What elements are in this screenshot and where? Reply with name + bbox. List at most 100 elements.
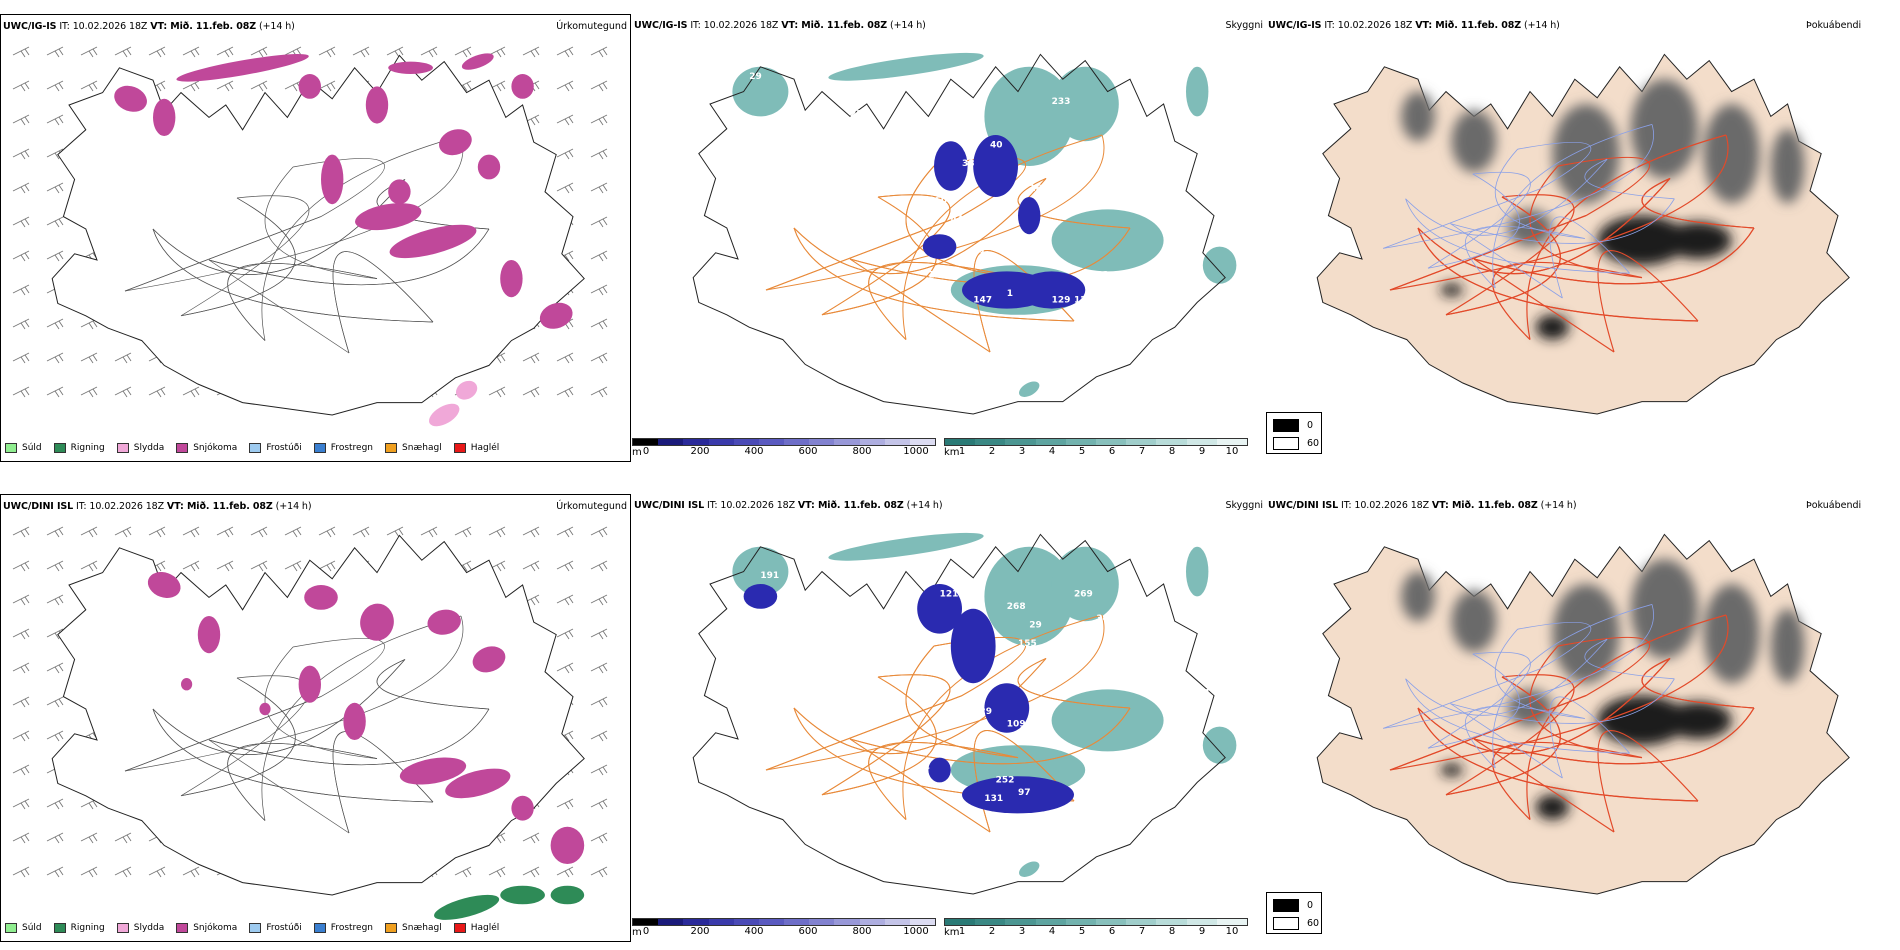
legend-swatch xyxy=(453,443,466,453)
visibility-value-label: 25 xyxy=(906,153,919,163)
colorbar-segment xyxy=(658,439,684,445)
visibility-value-label: 110 xyxy=(1074,788,1093,798)
visibility-value-label: 11 xyxy=(973,246,986,256)
iceland-outline xyxy=(692,533,1226,895)
colorbar-segment xyxy=(1216,919,1248,925)
visibility-value-label: 10 xyxy=(928,271,941,281)
legend-item: Súld xyxy=(5,443,42,453)
legend-label: Frostregn xyxy=(330,443,374,453)
top-fog-map xyxy=(1316,53,1850,415)
colorbar-segment xyxy=(683,439,709,445)
legend-swatch xyxy=(116,443,129,453)
legend-label: Rigning xyxy=(70,443,105,453)
colorbar-segment xyxy=(834,439,860,445)
legend-swatch xyxy=(5,443,17,453)
legend-item: Snæhagl xyxy=(385,443,442,453)
colorbar-segment xyxy=(945,439,976,445)
colorbar-segment xyxy=(1216,439,1248,445)
colorbar-tick-label: 2 xyxy=(988,926,996,937)
legend-item: Snjókoma xyxy=(176,443,237,453)
visibility-value-label: 160 xyxy=(928,196,947,206)
visibility-value-label: 1 xyxy=(1007,289,1013,299)
colorbar-tick-label: 400 xyxy=(744,446,764,457)
colorbar-tick-label: 800 xyxy=(852,926,872,937)
colorbar-tick-label: 600 xyxy=(798,926,818,937)
visibility-value-label: 44 xyxy=(951,215,964,225)
colorbar-tick-label: 7 xyxy=(1138,926,1146,937)
legend-label: Súld xyxy=(22,923,42,933)
legend-label: Snjókoma xyxy=(193,923,238,933)
visibility-value-label: 252 xyxy=(996,775,1015,785)
visibility-value-label: 109 xyxy=(1007,720,1026,730)
visibility-value-label: 29 xyxy=(749,72,762,82)
colorbar-segment xyxy=(633,919,659,925)
visibility-value-label: 233 xyxy=(1052,97,1071,107)
colorbar-segment xyxy=(859,439,885,445)
colorbar-segment xyxy=(1035,439,1066,445)
precip-legend: Súld Rigning Slydda Snjókoma Frostúði Frostre… xyxy=(5,440,511,456)
colorbar-segment xyxy=(1065,919,1097,925)
colorbar-tick-label: 200 xyxy=(690,926,710,937)
bottom-vis-type: Skyggni xyxy=(1225,500,1263,511)
top-precip-type: Úrkomutegund xyxy=(556,21,627,32)
bottom-visibility-panel: UWC/DINI ISL IT: 10.02.2026 18Z VT: Mið.… xyxy=(632,494,1266,942)
legend-swatch xyxy=(249,443,262,453)
colorbar-segment xyxy=(1005,919,1036,925)
visibility-value-label: 12 xyxy=(1074,295,1087,305)
colorbar-segment xyxy=(758,919,785,925)
visibility-value-label: 83 xyxy=(1152,676,1165,686)
visibility-value-label: 96 xyxy=(1119,788,1132,798)
legend-swatch xyxy=(5,923,17,933)
colorbar-tick-label: 9 xyxy=(1198,926,1206,937)
bottom-fog-panel: UWC/DINI ISL IT: 10.02.2026 18Z VT: Mið.… xyxy=(1266,494,1900,942)
colorbar-tick-label: 0 xyxy=(642,926,650,937)
visibility-value-label: 129 xyxy=(1052,295,1071,305)
legend-item: Slydda xyxy=(116,443,164,453)
visibility-value-label: 13 xyxy=(962,103,975,113)
colorbar-tick-label: 2 xyxy=(988,446,996,457)
colorbar-tick-label: 1000 xyxy=(903,926,929,937)
colorbar-segment xyxy=(884,439,910,445)
top-precip-map xyxy=(12,46,608,427)
legend-item: Snjókoma xyxy=(176,923,237,933)
colorbar-tick-label: 3 xyxy=(1018,446,1026,457)
colorbar-tick-label: 600 xyxy=(798,446,818,457)
legend-label: Snæhagl xyxy=(402,443,442,453)
legend-swatch xyxy=(385,443,398,453)
precip-legend: Súld Rigning Slydda Snjókoma Frostúði Frostre… xyxy=(5,920,511,936)
visibility-value-label: 38 xyxy=(962,159,975,169)
visibility-colorbar: km 1 2 3 4 5 6 7 8 9 10 xyxy=(944,918,1248,938)
legend-label: Haglél xyxy=(470,923,500,933)
visibility-value-label: 144 xyxy=(1074,171,1093,181)
colorbar-tick-label: 6 xyxy=(1108,446,1116,457)
legend-label: Slydda xyxy=(133,923,165,933)
colorbar-tick-label: 200 xyxy=(690,446,710,457)
bottom-precip-panel: UWC/DINI ISL IT: 10.02.2026 18Z VT: Mið.… xyxy=(0,494,631,942)
legend-label: Frostregn xyxy=(330,923,374,933)
colorbar-tick-label: 0 xyxy=(642,446,650,457)
visibility-value-label: 147 xyxy=(973,295,992,305)
visibility-value-label: 227 xyxy=(917,97,936,107)
top-fog-type: Þokuábendi xyxy=(1806,20,1862,31)
legend-label: Haglél xyxy=(470,443,500,453)
visibility-value-label: 29 xyxy=(1029,620,1042,630)
top-vis-type: Skyggni xyxy=(1225,20,1263,31)
legend-swatch xyxy=(453,923,466,933)
colorbar-segment xyxy=(758,439,785,445)
colorbar-segment xyxy=(834,919,860,925)
top-precip-panel: UWC/IG-IS IT: 10.02.2026 18Z VT: Mið. 11… xyxy=(0,14,631,462)
colorbar-segment xyxy=(859,919,885,925)
legend-label: Frostúði xyxy=(266,923,302,933)
colorbar-segment xyxy=(784,919,810,925)
visibility-colorbar: km 1 2 3 4 5 6 7 8 9 10 xyxy=(944,438,1248,458)
top-vis-title: UWC/IG-IS IT: 10.02.2026 18Z VT: Mið. 11… xyxy=(634,20,926,31)
top-visibility-panel: UWC/IG-IS IT: 10.02.2026 18Z VT: Mið. 11… xyxy=(632,14,1266,462)
colorbar-segment xyxy=(1065,439,1097,445)
colorbar-tick-label: 400 xyxy=(744,926,764,937)
colorbar-segment xyxy=(1096,439,1127,445)
bottom-fog-type: Þokuábendi xyxy=(1806,500,1862,511)
visibility-value-label: 121 xyxy=(940,589,959,599)
legend-item: Rigning xyxy=(53,443,105,453)
colorbar-segment xyxy=(683,919,709,925)
visibility-value-label: 268 xyxy=(1007,602,1026,612)
